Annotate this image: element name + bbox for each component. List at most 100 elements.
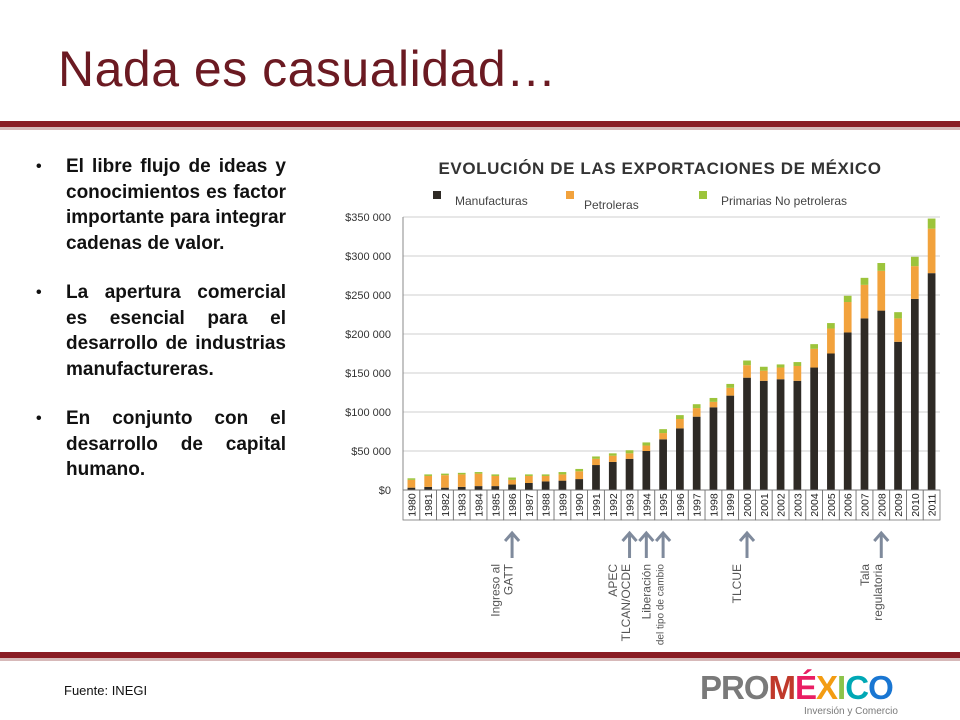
- bar-segment: [759, 380, 768, 490]
- bar-segment: [558, 472, 567, 475]
- bar-segment: [625, 453, 634, 459]
- bar-segment: [743, 360, 751, 366]
- bar-segment: [424, 486, 433, 490]
- source-note: Fuente: INEGI: [64, 683, 148, 698]
- bar-segment: [709, 401, 718, 408]
- bar-segment: [843, 302, 852, 333]
- logo-letter: O: [868, 669, 894, 706]
- bar-segment: [810, 367, 819, 490]
- bar-segment: [877, 263, 886, 271]
- bar-segment: [676, 428, 684, 490]
- bar-segment: [910, 256, 919, 267]
- x-tick-label: 2007: [859, 493, 871, 517]
- bar-segment: [474, 486, 483, 490]
- bar-segment: [759, 366, 768, 371]
- bar-segment: [827, 353, 835, 490]
- bar-segment: [776, 379, 785, 490]
- bullet-item: • La apertura comercial es esencial para …: [36, 280, 286, 382]
- bar-segment: [827, 323, 835, 329]
- bar-segment: [743, 377, 751, 490]
- bullet-item: • En conjunto con el desarrollo de capita…: [36, 406, 286, 483]
- x-tick-label: 1985: [490, 493, 502, 517]
- slide-title: Nada es casualidad…: [58, 41, 557, 97]
- x-tick-label: 1980: [406, 493, 418, 517]
- bar-segment: [558, 480, 567, 490]
- bar-segment: [759, 370, 768, 381]
- bar-segment: [910, 266, 919, 299]
- bar-segment: [726, 387, 735, 396]
- bar-segment: [810, 348, 819, 368]
- bar-segment: [843, 332, 852, 490]
- bar-segment: [642, 445, 651, 451]
- logo-letter: M: [768, 669, 796, 706]
- x-tick-label: 2006: [843, 493, 855, 517]
- bar-segment: [625, 458, 634, 490]
- bar-segment: [860, 318, 869, 490]
- bar-segment: [457, 474, 466, 487]
- x-tick-label: 1987: [524, 493, 536, 517]
- chart-title: EVOLUCIÓN DE LAS EXPORTACIONES DE MÉXICO: [438, 159, 881, 178]
- bar-segment: [558, 474, 567, 481]
- x-tick-label: 2001: [759, 493, 771, 517]
- chart-gridlines: [403, 216, 940, 491]
- chart-legend: Manufacturas Petroleras Primarias No petro…: [433, 191, 847, 212]
- x-tick-label: 1990: [574, 493, 586, 517]
- annotation-label: TLCUE: [730, 564, 744, 603]
- bar-segment: [608, 453, 617, 456]
- bullet-dot: •: [36, 284, 42, 301]
- bar-segment: [457, 472, 466, 475]
- x-tick-label: 2004: [809, 493, 821, 517]
- bar-segment: [726, 383, 735, 388]
- bar-segment: [541, 475, 550, 482]
- bar-segment: [508, 477, 516, 480]
- bar-segment: [592, 458, 600, 466]
- annotation-arrow-head: [873, 530, 890, 542]
- logo-mexico-text: MÉXICO: [768, 669, 894, 706]
- annotation-arrow-head: [738, 530, 756, 542]
- bar-segment: [541, 474, 550, 476]
- bar-segment: [676, 419, 684, 429]
- bar-segment: [692, 408, 701, 417]
- bar-segment: [608, 461, 617, 490]
- bar-segment: [457, 486, 466, 490]
- x-tick-label: 1993: [625, 493, 637, 517]
- x-tick-label: 1999: [725, 493, 737, 517]
- bar-segment: [524, 482, 533, 490]
- bar-segment: [894, 312, 902, 319]
- bar-segment: [474, 473, 483, 487]
- bar-segment: [776, 367, 785, 380]
- legend-label: Primarias No petroleras: [721, 194, 847, 208]
- exports-chart: EVOLUCIÓN DE LAS EXPORTACIONES DE MÉXICO…: [345, 159, 941, 645]
- bullet-dot: •: [36, 410, 42, 427]
- x-tick-label: 2011: [927, 494, 939, 517]
- bar-segment: [575, 471, 584, 480]
- x-tick-label: 1983: [457, 493, 469, 517]
- legend-swatch: [566, 191, 574, 199]
- bar-segment: [927, 273, 936, 490]
- annotation-label: Tala: [858, 564, 872, 586]
- bar-segment: [910, 298, 919, 490]
- bar-segment: [860, 284, 869, 319]
- bar-segment: [709, 397, 718, 402]
- annotation-label: Ingreso al: [489, 564, 503, 617]
- bar-segment: [592, 456, 600, 459]
- y-tick-label: $200 000: [345, 329, 391, 341]
- bottom-divider-band: [0, 652, 960, 658]
- bar-segment: [608, 455, 617, 462]
- x-tick-label: 2000: [742, 493, 754, 517]
- annotation-arrow-head: [654, 530, 672, 542]
- y-tick-label: $100 000: [345, 407, 391, 419]
- logo-letter: C: [845, 669, 869, 706]
- x-tick-label: 1997: [692, 493, 704, 517]
- bar-segment: [894, 318, 902, 342]
- bar-segment: [424, 474, 433, 476]
- bar-segment: [407, 479, 416, 488]
- bottom-divider-shadow: [0, 658, 960, 661]
- bar-segment: [491, 486, 500, 490]
- annotation-label: GATT: [502, 563, 516, 595]
- x-tick-label: 1991: [591, 493, 603, 517]
- x-tick-label: 1995: [658, 493, 670, 517]
- bar-segment: [642, 451, 651, 490]
- bar-segment: [491, 475, 500, 487]
- top-divider-band: [0, 121, 960, 127]
